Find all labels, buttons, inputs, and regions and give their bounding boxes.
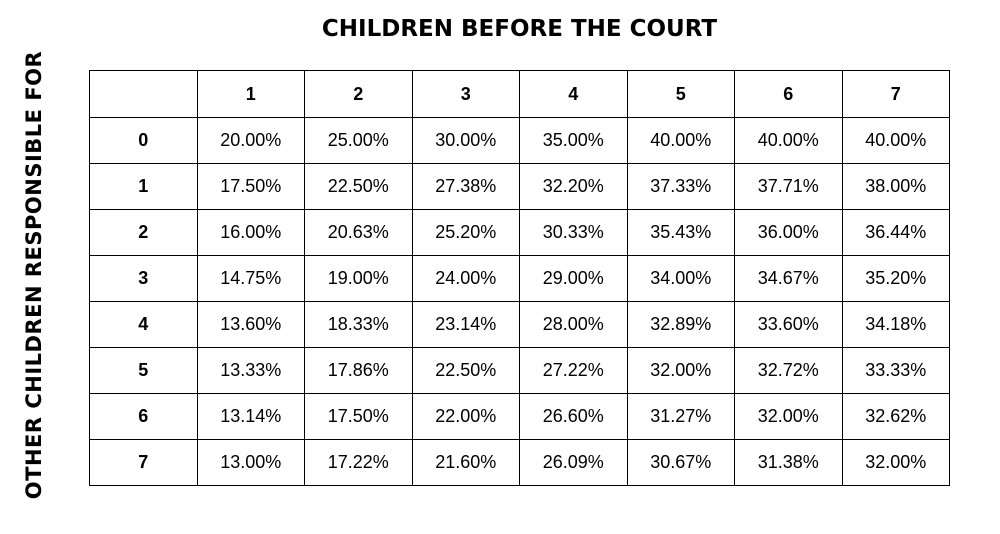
table-cell: 21.60% xyxy=(411,439,520,486)
table-cell: 22.00% xyxy=(411,393,520,440)
table-cell: 23.14% xyxy=(411,301,520,348)
row-header-4: 4 xyxy=(89,301,198,348)
table-cell: 16.00% xyxy=(196,209,305,256)
table-cell: 34.67% xyxy=(734,255,843,302)
table-cell: 38.00% xyxy=(841,163,950,210)
row-header-0: 0 xyxy=(89,117,198,164)
row-axis-title: OTHER CHILDREN RESPONSIBLE FOR xyxy=(22,50,46,500)
table-cell: 20.63% xyxy=(304,209,413,256)
table-cell: 40.00% xyxy=(841,117,950,164)
table-cell: 34.00% xyxy=(626,255,735,302)
table-cell: 13.60% xyxy=(196,301,305,348)
table-row: 6 13.14% 17.50% 22.00% 26.60% 31.27% 32.00% 32.… xyxy=(89,393,950,440)
column-header-4: 4 xyxy=(519,70,628,118)
table-cell: 37.33% xyxy=(626,163,735,210)
table-row: 7 13.00% 17.22% 21.60% 26.09% 30.67% 31.38% 32.… xyxy=(89,439,950,486)
table-cell: 25.00% xyxy=(304,117,413,164)
table-cell: 30.00% xyxy=(411,117,520,164)
table-cell: 17.22% xyxy=(304,439,413,486)
row-header-7: 7 xyxy=(89,439,198,486)
column-header-1: 1 xyxy=(196,70,305,118)
table-cell: 14.75% xyxy=(196,255,305,302)
table-cell: 31.38% xyxy=(734,439,843,486)
table-cell: 24.00% xyxy=(411,255,520,302)
row-header-1: 1 xyxy=(89,163,198,210)
table-cell: 19.00% xyxy=(304,255,413,302)
table-cell: 32.00% xyxy=(841,439,950,486)
table-cell: 22.50% xyxy=(411,347,520,394)
table-row: 1 17.50% 22.50% 27.38% 32.20% 37.33% 37.71% 38.… xyxy=(89,163,950,210)
table-cell: 27.38% xyxy=(411,163,520,210)
table-cell: 32.62% xyxy=(841,393,950,440)
table-cell: 17.86% xyxy=(304,347,413,394)
table-cell: 26.09% xyxy=(519,439,628,486)
table-cell: 40.00% xyxy=(626,117,735,164)
column-header-2: 2 xyxy=(304,70,413,118)
column-header-6: 6 xyxy=(734,70,843,118)
table-cell: 32.72% xyxy=(734,347,843,394)
table-cell: 35.00% xyxy=(519,117,628,164)
table-cell: 36.44% xyxy=(841,209,950,256)
table-cell: 27.22% xyxy=(519,347,628,394)
table-cell: 13.33% xyxy=(196,347,305,394)
column-header-7: 7 xyxy=(841,70,950,118)
row-header-2: 2 xyxy=(89,209,198,256)
row-header-5: 5 xyxy=(89,347,198,394)
column-header-3: 3 xyxy=(411,70,520,118)
column-axis-title: CHILDREN BEFORE THE COURT xyxy=(321,16,718,42)
column-header-5: 5 xyxy=(626,70,735,118)
table-cell: 32.00% xyxy=(734,393,843,440)
table-cell: 22.50% xyxy=(304,163,413,210)
table-row: 2 16.00% 20.63% 25.20% 30.33% 35.43% 36.00% 36.… xyxy=(89,209,950,256)
table-cell: 29.00% xyxy=(519,255,628,302)
table-cell: 31.27% xyxy=(626,393,735,440)
table-cell: 33.60% xyxy=(734,301,843,348)
row-header-6: 6 xyxy=(89,393,198,440)
table-cell: 30.33% xyxy=(519,209,628,256)
table-row: 0 20.00% 25.00% 30.00% 35.00% 40.00% 40.00% 40.… xyxy=(89,117,950,164)
row-header-3: 3 xyxy=(89,255,198,302)
table-cell: 36.00% xyxy=(734,209,843,256)
table-cell: 33.33% xyxy=(841,347,950,394)
table-cell: 13.14% xyxy=(196,393,305,440)
table-cell: 34.18% xyxy=(841,301,950,348)
table-row: 5 13.33% 17.86% 22.50% 27.22% 32.00% 32.72% 33.… xyxy=(89,347,950,394)
table-cell: 35.43% xyxy=(626,209,735,256)
table-row: 3 14.75% 19.00% 24.00% 29.00% 34.00% 34.67% 35.… xyxy=(89,255,950,302)
table-cell: 28.00% xyxy=(519,301,628,348)
table-cell: 18.33% xyxy=(304,301,413,348)
table-body: 0 20.00% 25.00% 30.00% 35.00% 40.00% 40.00% 40.… xyxy=(89,117,950,486)
table-cell: 40.00% xyxy=(734,117,843,164)
table-cell: 13.00% xyxy=(196,439,305,486)
table-cell: 30.67% xyxy=(626,439,735,486)
table-cell: 26.60% xyxy=(519,393,628,440)
corner-cell xyxy=(89,70,198,118)
table-cell: 17.50% xyxy=(304,393,413,440)
table-cell: 35.20% xyxy=(841,255,950,302)
table-cell: 32.00% xyxy=(626,347,735,394)
table-cell: 17.50% xyxy=(196,163,305,210)
table-row: 4 13.60% 18.33% 23.14% 28.00% 32.89% 33.60% 34.… xyxy=(89,301,950,348)
table-cell: 20.00% xyxy=(196,117,305,164)
table-cell: 25.20% xyxy=(411,209,520,256)
table-cell: 32.20% xyxy=(519,163,628,210)
table-cell: 37.71% xyxy=(734,163,843,210)
table-cell: 32.89% xyxy=(626,301,735,348)
